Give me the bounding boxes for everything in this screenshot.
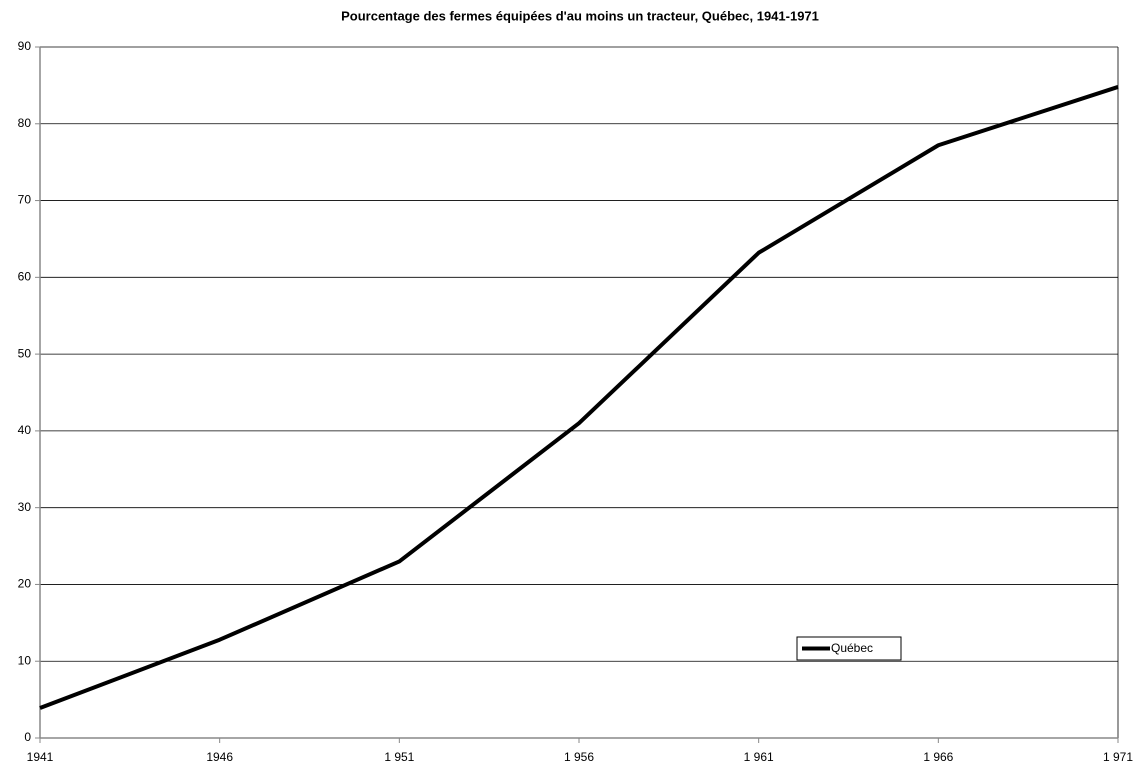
x-tick-label: 1941 bbox=[27, 750, 54, 764]
legend-label: Québec bbox=[831, 641, 873, 655]
y-tick-label: 60 bbox=[18, 270, 32, 284]
y-tick-label: 50 bbox=[18, 346, 32, 360]
x-tick-label: 1 961 bbox=[744, 750, 774, 764]
x-tick-label: 1946 bbox=[206, 750, 233, 764]
y-tick-label: 70 bbox=[18, 193, 32, 207]
x-tick-label: 1 971 bbox=[1103, 750, 1133, 764]
y-tick-label: 80 bbox=[18, 116, 32, 130]
y-tick-label: 40 bbox=[18, 423, 32, 437]
y-tick-label: 10 bbox=[18, 653, 32, 667]
y-tick-label: 30 bbox=[18, 500, 32, 514]
y-tick-label: 90 bbox=[18, 39, 32, 53]
chart-title: Pourcentage des fermes équipées d'au moi… bbox=[341, 8, 819, 23]
x-tick-label: 1 966 bbox=[923, 750, 953, 764]
x-tick-label: 1 951 bbox=[384, 750, 414, 764]
y-tick-label: 0 bbox=[24, 730, 31, 744]
x-tick-label: 1 956 bbox=[564, 750, 594, 764]
data-line bbox=[39, 85, 1119, 710]
legend-box bbox=[796, 636, 902, 661]
y-tick-label: 20 bbox=[18, 577, 32, 591]
